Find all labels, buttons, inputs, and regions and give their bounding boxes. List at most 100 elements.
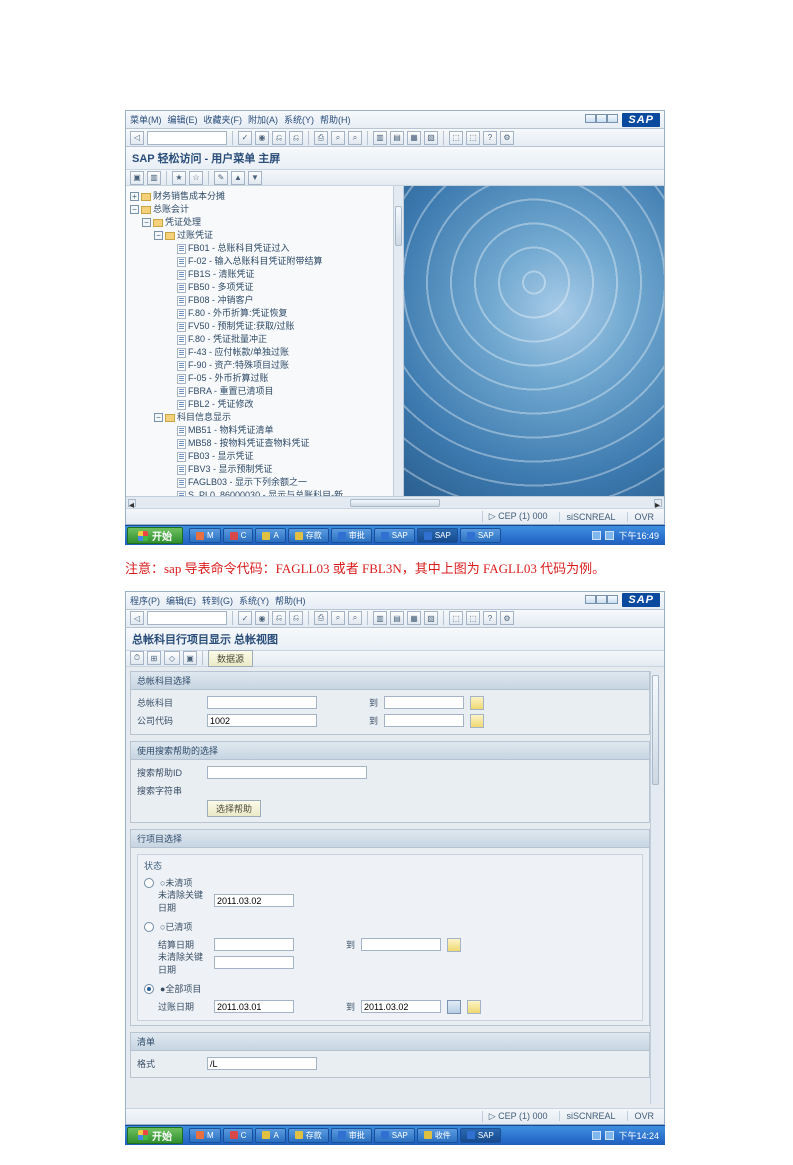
taskbar-item[interactable]: 收件 xyxy=(417,1128,458,1143)
posting-date-to-input[interactable] xyxy=(361,1000,441,1013)
tree-node[interactable]: MB58 - 按物料凭证查物料凭证 xyxy=(130,437,401,450)
tb-btn[interactable]: ⬚ xyxy=(466,611,480,625)
tree-node[interactable]: FBRA - 重置已清项目 xyxy=(130,385,401,398)
taskbar-item[interactable]: SAP xyxy=(374,528,415,543)
taskbar-item[interactable]: C xyxy=(223,1128,254,1143)
tree-node[interactable]: MB51 - 物料凭证清单 xyxy=(130,424,401,437)
menu-item[interactable]: 收藏夹(F) xyxy=(204,113,243,126)
tb-btn[interactable]: ▧ xyxy=(424,131,438,145)
app-btn[interactable]: ⊞ xyxy=(147,651,161,665)
clearing-date-to-input[interactable] xyxy=(361,938,441,951)
app-btn[interactable]: ◇ xyxy=(164,651,180,665)
expand-icon[interactable]: − xyxy=(130,205,139,214)
app-btn[interactable]: ▼ xyxy=(248,171,262,185)
tb-btn[interactable]: ⎌ xyxy=(272,131,286,145)
app-btn[interactable]: ☆ xyxy=(189,171,203,185)
taskbar-item[interactable]: 审批 xyxy=(331,1128,372,1143)
taskbar-item[interactable]: A xyxy=(255,528,285,543)
start-button[interactable]: 开始 xyxy=(127,527,183,544)
search-help-id-input[interactable] xyxy=(207,766,367,779)
tree-node[interactable]: −总账会计 xyxy=(130,203,401,216)
tree-node[interactable]: FB08 - 冲销客户 xyxy=(130,294,401,307)
clearing-date-from-input[interactable] xyxy=(214,938,294,951)
tree-node[interactable]: FB03 - 显示凭证 xyxy=(130,450,401,463)
system-tray[interactable]: 下午16:49 xyxy=(588,529,663,542)
menu-item[interactable]: 编辑(E) xyxy=(168,113,198,126)
tree-node[interactable]: FBL2 - 凭证修改 xyxy=(130,398,401,411)
taskbar-item[interactable]: M xyxy=(189,1128,221,1143)
app-btn[interactable]: ▣ xyxy=(183,651,197,665)
tb-btn[interactable]: ⎌ xyxy=(272,611,286,625)
multiselect-icon[interactable] xyxy=(470,696,484,710)
app-btn[interactable]: ▣ xyxy=(130,171,144,185)
taskbar-item[interactable]: 存款 xyxy=(288,1128,329,1143)
tb-btn[interactable]: ▦ xyxy=(407,611,421,625)
menu-item[interactable]: 附加(A) xyxy=(248,113,278,126)
command-input[interactable] xyxy=(147,611,227,625)
tb-find-icon[interactable]: ⌕ xyxy=(331,611,345,625)
data-source-button[interactable]: 数据源 xyxy=(208,650,253,667)
window-controls[interactable] xyxy=(585,114,618,125)
tree-node[interactable]: −科目信息显示 xyxy=(130,411,401,424)
tb-print-icon[interactable]: ⎙ xyxy=(314,611,328,625)
tb-help-icon[interactable]: ? xyxy=(483,611,497,625)
tb-btn[interactable]: ⎌ xyxy=(289,131,303,145)
expand-icon[interactable]: − xyxy=(154,231,163,240)
expand-icon[interactable]: − xyxy=(154,413,163,422)
tree-node[interactable]: −过账凭证 xyxy=(130,229,401,242)
choose-help-button[interactable]: 选择帮助 xyxy=(207,800,261,817)
tree-node[interactable]: +财务销售成本分摊 xyxy=(130,190,401,203)
radio-cleared-items[interactable] xyxy=(144,922,154,932)
tb-find-icon[interactable]: ⌕ xyxy=(331,131,345,145)
app-btn[interactable]: ✎ xyxy=(214,171,228,185)
tree-node[interactable]: F-02 - 输入总账科目凭证附带结算 xyxy=(130,255,401,268)
multiselect-icon[interactable] xyxy=(447,938,461,952)
app-btn[interactable]: ▲ xyxy=(231,171,245,185)
horizontal-scrollbar[interactable]: ◂ ▸ xyxy=(126,496,664,508)
taskbar-item[interactable]: 审批 xyxy=(331,528,372,543)
tree-node[interactable]: FB50 - 多项凭证 xyxy=(130,281,401,294)
tb-btn[interactable]: ⚙ xyxy=(500,611,514,625)
tree-node[interactable]: FAGLB03 - 显示下列余额之一 xyxy=(130,476,401,489)
tree-node[interactable]: −凭证处理 xyxy=(130,216,401,229)
gl-account-to-input[interactable] xyxy=(384,696,464,709)
tree-node[interactable]: F.80 - 外币折算:凭证恢复 xyxy=(130,307,401,320)
menu-item[interactable]: 程序(P) xyxy=(130,594,160,607)
tb-help-icon[interactable]: ? xyxy=(483,131,497,145)
tb-btn[interactable]: ▥ xyxy=(373,611,387,625)
vertical-scrollbar[interactable] xyxy=(650,671,660,1104)
tb-btn[interactable]: ⬚ xyxy=(449,611,463,625)
tb-btn[interactable]: ⌕ xyxy=(348,611,362,625)
tb-btn[interactable]: ⚙ xyxy=(500,131,514,145)
tb-print-icon[interactable]: ⎙ xyxy=(314,131,328,145)
taskbar-item[interactable]: M xyxy=(189,528,221,543)
execute-icon[interactable]: ⏱ xyxy=(130,651,144,665)
menu-item[interactable]: 转到(G) xyxy=(202,594,233,607)
window-controls[interactable] xyxy=(585,595,618,606)
tree-node[interactable]: F.80 - 凭证批量冲正 xyxy=(130,333,401,346)
menu-item[interactable]: 系统(Y) xyxy=(239,594,269,607)
tree-node[interactable]: F-05 - 外币折算过账 xyxy=(130,372,401,385)
cleared-key-date-input[interactable] xyxy=(214,956,294,969)
menu-item[interactable]: 编辑(E) xyxy=(166,594,196,607)
tb-btn[interactable]: ⎌ xyxy=(289,611,303,625)
tb-save-icon[interactable]: ✓ xyxy=(238,611,252,625)
multiselect-icon[interactable] xyxy=(470,714,484,728)
command-input[interactable] xyxy=(147,131,227,145)
tb-save-icon[interactable]: ✓ xyxy=(238,131,252,145)
tree-node[interactable]: FBV3 - 显示预制凭证 xyxy=(130,463,401,476)
layout-input[interactable] xyxy=(207,1057,317,1070)
radio-all-items[interactable] xyxy=(144,984,154,994)
tb-btn[interactable]: ⌕ xyxy=(348,131,362,145)
date-picker-icon[interactable] xyxy=(447,1000,461,1014)
menu-item[interactable]: 帮助(H) xyxy=(275,594,306,607)
tb-btn[interactable]: ⬚ xyxy=(449,131,463,145)
tree-node[interactable]: FB1S - 清账凭证 xyxy=(130,268,401,281)
taskbar-item[interactable]: SAP xyxy=(460,528,501,543)
taskbar-item[interactable]: SAP xyxy=(417,528,458,543)
back-button[interactable]: ◁ xyxy=(130,131,144,145)
tb-btn[interactable]: ▧ xyxy=(424,611,438,625)
open-key-date-input[interactable] xyxy=(214,894,294,907)
app-btn[interactable]: ▥ xyxy=(147,171,161,185)
menu-item[interactable]: 菜单(M) xyxy=(130,113,162,126)
